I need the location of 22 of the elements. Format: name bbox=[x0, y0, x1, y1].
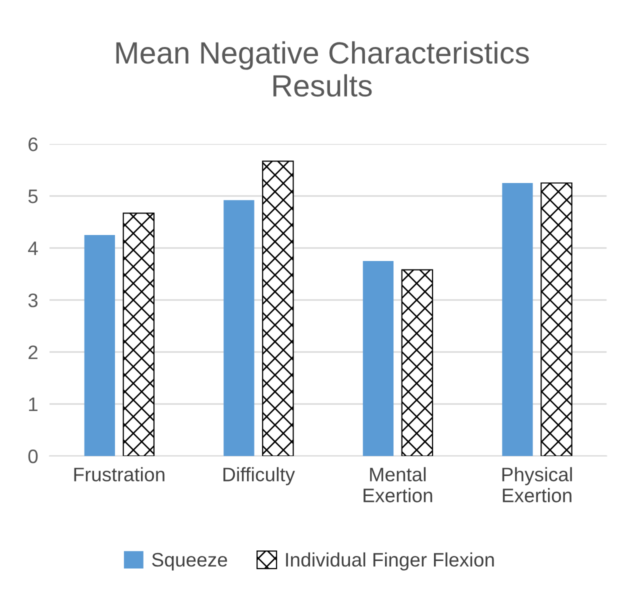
y-tick-label: 5 bbox=[28, 190, 38, 204]
x-tick-label: Frustration bbox=[74, 467, 164, 482]
bar bbox=[502, 183, 533, 456]
bar bbox=[362, 261, 394, 456]
y-tick-label: 0 bbox=[28, 449, 38, 464]
bar bbox=[84, 235, 115, 456]
bar bbox=[262, 160, 294, 456]
y-tick-label: 6 bbox=[28, 137, 38, 152]
bar bbox=[122, 212, 155, 456]
legend-label: Squeeze bbox=[152, 552, 228, 570]
y-tick-label: 1 bbox=[29, 398, 38, 412]
x-tick-label: Difficulty bbox=[223, 467, 295, 486]
x-tick-label: Mental Exertion bbox=[364, 467, 432, 502]
bar bbox=[540, 182, 572, 456]
x-tick-label: Physical Exertion bbox=[502, 467, 572, 502]
chart-title: Mean Negative Characteristics Results bbox=[116, 41, 529, 97]
bar bbox=[224, 200, 254, 456]
legend-label: Individual Finger Flexion bbox=[286, 552, 494, 570]
y-tick-label: 3 bbox=[28, 293, 38, 308]
bar bbox=[401, 269, 434, 456]
y-tick-label: 2 bbox=[28, 345, 38, 360]
y-tick-label: 4 bbox=[28, 242, 38, 256]
